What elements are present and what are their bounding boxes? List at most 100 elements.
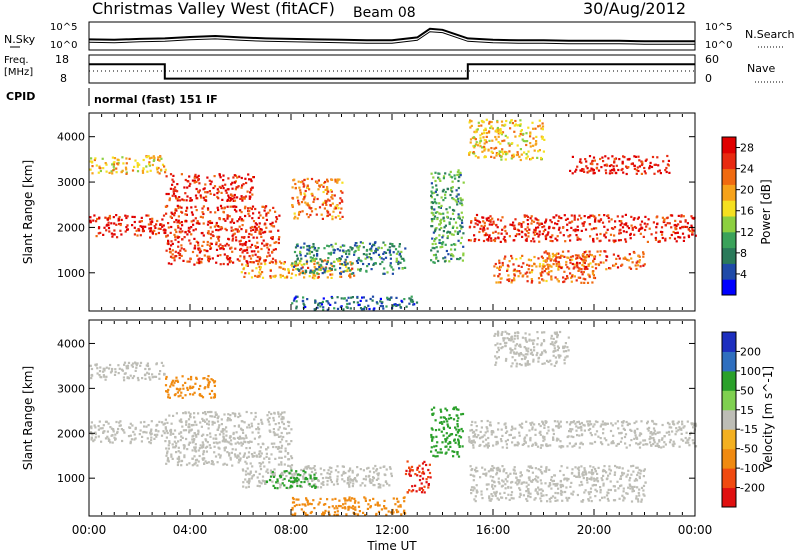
data-cell (602, 423, 605, 426)
data-cell (274, 433, 278, 436)
data-cell (598, 214, 601, 217)
data-cell (535, 443, 538, 446)
data-cell (184, 178, 187, 182)
data-cell (622, 421, 625, 424)
data-cell (323, 511, 326, 515)
data-cell (342, 503, 345, 506)
data-cell (193, 237, 196, 240)
data-cell (460, 413, 463, 416)
data-cell (134, 159, 137, 162)
data-cell (107, 224, 110, 227)
data-cell (232, 229, 235, 232)
data-cell (144, 367, 147, 371)
power-colorbar-label: Power [dB] (759, 179, 773, 244)
data-cell (256, 246, 259, 249)
data-cell (199, 421, 202, 424)
data-cell (176, 190, 179, 193)
data-cell (559, 425, 562, 428)
data-cell (164, 440, 167, 443)
data-cell (430, 435, 433, 439)
data-cell (108, 171, 111, 174)
data-cell (428, 471, 432, 475)
data-cell (326, 308, 329, 311)
data-cell (297, 268, 300, 271)
data-cell (553, 259, 556, 262)
data-cell (108, 217, 112, 220)
data-cell (684, 441, 688, 444)
data-cell (554, 254, 557, 257)
data-cell (626, 158, 629, 161)
data-cell (328, 506, 331, 509)
power-heatmap (89, 118, 697, 312)
data-cell (303, 272, 307, 275)
data-cell (231, 187, 234, 190)
data-cell (429, 476, 432, 479)
data-cell (161, 225, 164, 228)
data-cell (272, 275, 275, 278)
data-cell (541, 122, 544, 125)
data-cell (228, 417, 231, 420)
data-cell (408, 473, 411, 476)
data-cell (480, 436, 483, 439)
data-cell (434, 242, 437, 245)
data-cell (218, 424, 221, 427)
data-cell (469, 126, 472, 129)
data-cell (280, 418, 283, 421)
data-cell (666, 163, 669, 166)
data-cell (203, 462, 206, 465)
data-cell (246, 260, 249, 263)
data-cell (315, 257, 318, 260)
data-cell (550, 221, 553, 224)
data-cell (133, 215, 136, 219)
data-cell (516, 144, 519, 147)
data-cell (383, 473, 386, 476)
data-cell (538, 262, 542, 266)
data-cell (354, 479, 357, 482)
data-cell (295, 503, 298, 507)
data-cell (552, 432, 555, 436)
data-cell (197, 258, 200, 261)
data-cell (206, 223, 210, 226)
data-cell (322, 190, 325, 194)
data-cell (488, 130, 491, 133)
data-cell (582, 261, 585, 264)
data-cell (277, 481, 280, 484)
data-cell (557, 268, 560, 271)
data-cell (592, 274, 595, 277)
data-cell (485, 238, 489, 241)
data-cell (307, 216, 310, 219)
data-cell (437, 259, 440, 263)
data-cell (168, 199, 171, 202)
data-cell (526, 275, 529, 278)
data-cell (542, 230, 545, 233)
data-cell (151, 163, 154, 167)
data-cell (622, 230, 625, 233)
data-cell (563, 280, 566, 283)
data-cell (377, 510, 381, 513)
data-cell (507, 142, 510, 145)
data-cell (127, 361, 131, 364)
data-cell (622, 427, 625, 430)
data-cell (681, 420, 684, 423)
data-cell (501, 264, 504, 267)
data-cell (191, 213, 194, 216)
data-cell (247, 482, 250, 485)
data-cell (227, 441, 230, 444)
data-cell (434, 179, 437, 183)
data-cell (313, 476, 316, 479)
data-cell (234, 448, 237, 451)
data-cell (573, 444, 576, 447)
data-cell (268, 478, 272, 482)
data-cell (656, 223, 659, 226)
data-cell (321, 477, 325, 480)
data-cell (511, 154, 514, 157)
data-cell (596, 237, 599, 240)
data-cell (456, 171, 459, 174)
data-cell (373, 307, 376, 310)
data-cell (291, 508, 294, 511)
data-cell (513, 274, 516, 277)
data-cell (684, 220, 687, 223)
data-cell (261, 271, 264, 274)
data-cell (211, 423, 214, 426)
data-cell (329, 478, 332, 482)
